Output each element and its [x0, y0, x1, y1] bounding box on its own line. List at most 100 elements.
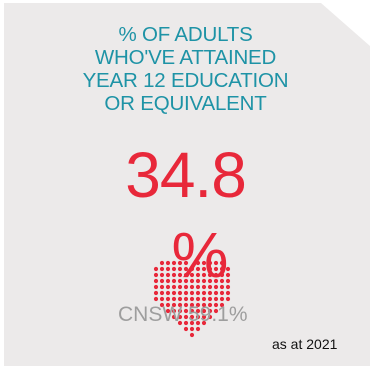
heart-dot	[207, 302, 213, 308]
heading-line-1: % OF ADULTS	[118, 23, 253, 46]
heart-dot	[195, 272, 201, 278]
heart-dot	[159, 260, 165, 266]
heart-dot	[165, 266, 171, 272]
heart-dot	[153, 278, 159, 284]
as-at-date: as at 2021	[272, 336, 338, 352]
heart-dot	[225, 296, 231, 302]
heart-dot	[183, 320, 189, 326]
heart-dot	[201, 278, 207, 284]
heart-dot	[153, 284, 159, 290]
heart-dot	[153, 272, 159, 278]
heart-dot	[171, 314, 177, 320]
heart-dot	[225, 290, 231, 296]
heading-line-2: WHO'VE ATTAINED	[94, 46, 277, 69]
heart-dot	[195, 308, 201, 314]
heart-dot	[177, 302, 183, 308]
heart-dot	[195, 296, 201, 302]
heart-dot	[177, 278, 183, 284]
heart-dot	[183, 326, 189, 332]
heart-dot	[153, 266, 159, 272]
comparison-value: CNSW 59.1%	[118, 303, 248, 326]
heart-dot	[171, 308, 177, 314]
heart-dot	[195, 290, 201, 296]
stat-heading: % OF ADULTS WHO'VE ATTAINED YEAR 12 EDUC…	[0, 23, 371, 115]
heart-dot	[159, 290, 165, 296]
heart-dot	[213, 296, 219, 302]
heart-dot	[201, 284, 207, 290]
heart-dot	[177, 308, 183, 314]
heart-dot	[213, 260, 219, 266]
stat-value: 34.8	[125, 139, 247, 211]
heart-dot	[219, 284, 225, 290]
heart-dot	[201, 320, 207, 326]
heart-dot	[165, 302, 171, 308]
heart-dot	[213, 278, 219, 284]
heart-dot	[183, 290, 189, 296]
heart-dot	[183, 284, 189, 290]
heart-dot	[225, 284, 231, 290]
heart-dot	[183, 302, 189, 308]
heart-dot	[207, 290, 213, 296]
heart-dot	[171, 272, 177, 278]
heart-dot	[201, 260, 207, 266]
heart-dot	[177, 266, 183, 272]
heart-dot	[189, 326, 195, 332]
heart-dot	[207, 284, 213, 290]
heart-dot	[159, 284, 165, 290]
heart-dot	[189, 314, 195, 320]
heart-dot	[159, 302, 165, 308]
heart-dot	[177, 314, 183, 320]
heart-dot	[219, 272, 225, 278]
heart-dot	[207, 278, 213, 284]
heart-dot	[195, 260, 201, 266]
heart-dot	[195, 278, 201, 284]
heart-dot	[165, 284, 171, 290]
heart-dot	[159, 278, 165, 284]
heart-dot	[201, 302, 207, 308]
heart-dot	[183, 314, 189, 320]
heart-dot	[207, 272, 213, 278]
heart-dot	[189, 332, 195, 338]
heart-dot	[171, 284, 177, 290]
heart-dot	[159, 272, 165, 278]
heart-dot	[183, 266, 189, 272]
heart-dot	[195, 314, 201, 320]
heart-dot	[225, 266, 231, 272]
heart-dot	[189, 284, 195, 290]
heart-dot	[165, 278, 171, 284]
heart-dot	[195, 266, 201, 272]
heart-dot	[171, 260, 177, 266]
heart-dot	[201, 296, 207, 302]
heart-dot	[195, 320, 201, 326]
heart-dot	[177, 320, 183, 326]
heart-dot	[183, 296, 189, 302]
heart-dot	[159, 266, 165, 272]
heart-dot	[201, 290, 207, 296]
heart-dot	[165, 296, 171, 302]
heart-dot	[183, 308, 189, 314]
heart-dot	[219, 278, 225, 284]
heart-dot	[171, 266, 177, 272]
heart-dot	[189, 266, 195, 272]
heart-dot	[165, 272, 171, 278]
heart-dot	[201, 308, 207, 314]
heart-dot	[225, 278, 231, 284]
heart-dot	[183, 278, 189, 284]
heart-dot	[201, 272, 207, 278]
heart-dot	[219, 296, 225, 302]
heart-dot	[189, 302, 195, 308]
heart-dot	[225, 272, 231, 278]
heart-dot	[213, 284, 219, 290]
heading-line-4: OR EQUIVALENT	[104, 92, 267, 115]
heart-dot	[165, 290, 171, 296]
heart-dot	[153, 290, 159, 296]
heart-dot	[189, 290, 195, 296]
heart-dot	[177, 296, 183, 302]
heart-dot	[201, 266, 207, 272]
stat-unit: %	[171, 219, 229, 291]
heart-dot	[177, 284, 183, 290]
heart-dot	[159, 296, 165, 302]
heart-dot	[165, 308, 171, 314]
heart-dot	[207, 296, 213, 302]
heart-dot	[207, 308, 213, 314]
